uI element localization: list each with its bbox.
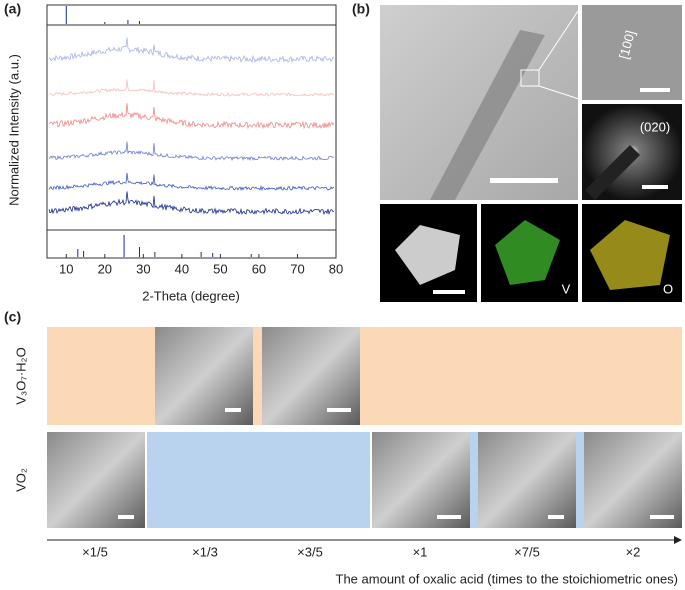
scale-bar xyxy=(642,185,668,189)
category-label: ×3/5 xyxy=(297,544,323,559)
sample xyxy=(395,225,460,285)
sem-image xyxy=(584,432,682,528)
arrow-head xyxy=(674,536,682,544)
xrd-pattern xyxy=(48,141,335,162)
plot-frame xyxy=(46,4,337,259)
map-label: V xyxy=(562,281,571,296)
xrd-pattern xyxy=(48,103,335,130)
phase-band xyxy=(47,327,682,425)
xrd-pattern xyxy=(48,173,335,192)
x-tick-label: 30 xyxy=(136,261,150,276)
x-axis-label: 2-Theta (degree) xyxy=(142,288,240,303)
x-tick-label: 60 xyxy=(252,261,266,276)
scale-bar xyxy=(490,178,558,183)
zoom-box xyxy=(520,69,540,87)
scale-bar xyxy=(433,290,465,294)
scale-bar xyxy=(437,515,461,519)
o-signal xyxy=(590,220,670,290)
phase-band xyxy=(576,432,584,528)
scale-bar xyxy=(225,408,241,412)
xrd-pattern xyxy=(49,79,335,97)
x-tick-label: 50 xyxy=(213,261,227,276)
x-tick-label: 70 xyxy=(290,261,304,276)
scale-bar xyxy=(640,88,670,92)
scale-bar xyxy=(118,515,134,519)
beam-stop xyxy=(585,145,640,200)
row-label: VO₂ xyxy=(13,468,28,492)
panel-label: (c) xyxy=(4,309,21,325)
panel-label: (b) xyxy=(352,1,370,17)
panel-label: (a) xyxy=(4,1,21,17)
category-label: ×7/5 xyxy=(514,544,540,559)
axis-caption: The amount of oxalic acid (times to the … xyxy=(336,571,678,586)
x-tick-label: 80 xyxy=(329,261,343,276)
row-label: V₃O₇·H₂O xyxy=(13,347,28,404)
zone-axis-label: [100] xyxy=(616,29,638,61)
phase-band xyxy=(147,432,370,528)
x-tick-label: 40 xyxy=(175,261,189,276)
category-label: ×1/5 xyxy=(82,544,108,559)
y-axis-label: Normalized Intensity (a.u.) xyxy=(6,54,21,206)
zoom-line xyxy=(538,85,583,101)
category-label: ×2 xyxy=(626,544,641,559)
v-signal xyxy=(495,220,560,285)
phase-band xyxy=(470,432,478,528)
xrd-pattern xyxy=(48,37,335,64)
scale-bar xyxy=(327,408,351,412)
diffraction-label: (020) xyxy=(640,119,670,134)
x-tick-label: 20 xyxy=(98,261,112,276)
x-tick-label: 10 xyxy=(59,261,73,276)
hrtem-image xyxy=(582,5,682,100)
scale-bar xyxy=(548,515,564,519)
category-label: ×1 xyxy=(413,544,428,559)
scale-bar xyxy=(650,515,674,519)
category-label: ×1/3 xyxy=(192,544,218,559)
zoom-line xyxy=(538,4,583,71)
xrd-pattern xyxy=(48,191,334,216)
sem-grid: V₃O₇·H₂O VO₂ The amount of oxalic acid (… xyxy=(13,327,682,586)
map-label: O xyxy=(663,281,673,296)
sem-image xyxy=(478,432,576,528)
tem-images: [100] (020) V O xyxy=(380,4,682,302)
sem-image xyxy=(47,432,145,528)
tem-image xyxy=(380,5,578,200)
xrd-plot: Normalized Intensity (a.u.) 2-Theta (deg… xyxy=(6,4,343,303)
sem-image xyxy=(372,432,470,528)
nanobelt xyxy=(430,30,545,200)
